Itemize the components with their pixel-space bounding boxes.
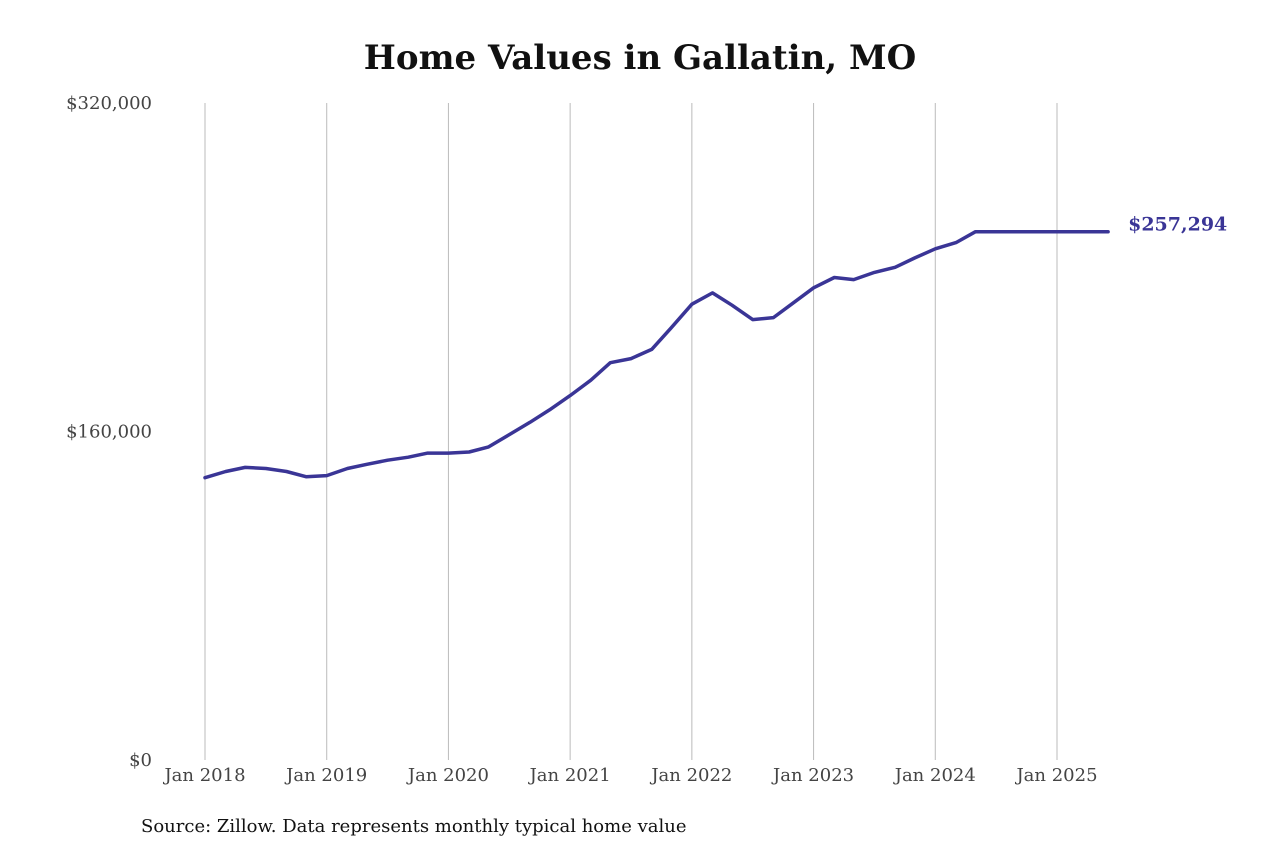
y-tick-label: $160,000 [66,422,152,443]
chart-title: Home Values in Gallatin, MO [363,38,917,78]
x-tick-label: Jan 2023 [771,765,854,786]
grid-lines [204,103,1058,760]
y-axis-ticks: $0 $160,000 $320,000 [66,93,152,771]
x-tick-label: Jan 2019 [284,765,367,786]
x-tick-label: Jan 2021 [528,765,611,786]
x-tick-label: Jan 2025 [1014,765,1097,786]
end-value-label: $257,294 [1128,214,1227,236]
x-tick-label: Jan 2024 [893,765,976,786]
x-axis-ticks: Jan 2018 Jan 2019 Jan 2020 Jan 2021 Jan 2022… [162,765,1097,786]
series-line [203,229,1110,480]
source-note: Source: Zillow. Data represents monthly … [141,816,687,837]
y-tick-label: $0 [129,750,152,771]
y-tick-label: $320,000 [66,93,152,114]
x-tick-label: Jan 2022 [649,765,732,786]
series-layer: $257,294 [203,214,1227,480]
x-tick-label: Jan 2018 [162,765,245,786]
x-tick-label: Jan 2020 [406,765,489,786]
